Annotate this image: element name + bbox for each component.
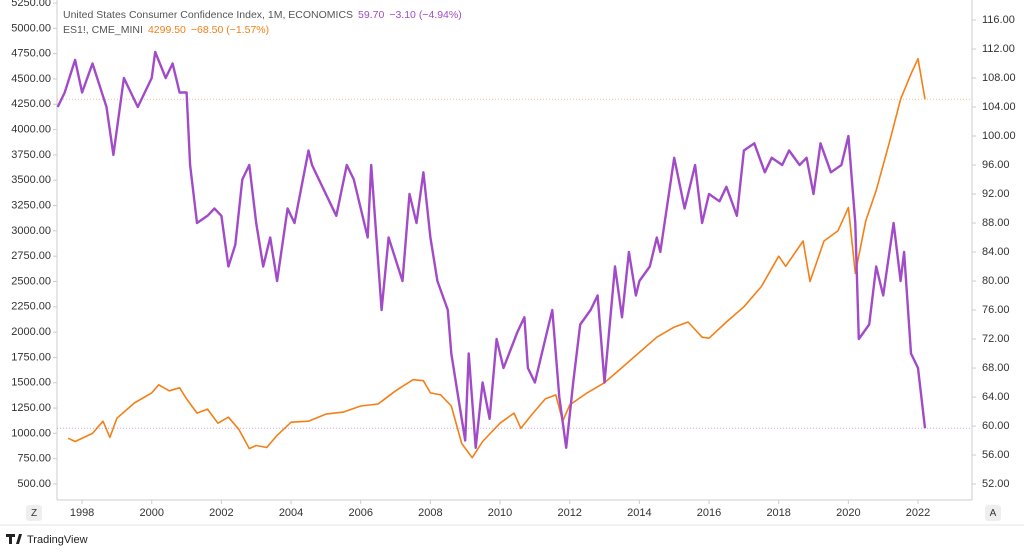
tradingview-logo: TradingView — [6, 534, 88, 546]
y2-tick-label: 80.00 — [982, 275, 1010, 287]
y2-tick-label: 72.00 — [982, 333, 1010, 345]
x-tick-label: 2010 — [488, 507, 512, 519]
legend-name: United States Consumer Confidence Index,… — [63, 9, 353, 21]
y2-tick-label: 60.00 — [982, 420, 1010, 432]
zoom-button[interactable] — [26, 505, 42, 521]
y2-tick-label: 96.00 — [982, 159, 1010, 171]
y-tick-label: 3500.00 — [11, 174, 51, 186]
x-tick-label: 2018 — [766, 507, 790, 519]
y-tick-label: 1750.00 — [11, 351, 51, 363]
y-tick-label: 3250.00 — [11, 199, 51, 211]
y2-tick-label: 76.00 — [982, 304, 1010, 316]
y2-tick-label: 116.00 — [982, 14, 1015, 26]
y-tick-label: 1000.00 — [11, 427, 51, 439]
y-tick-label: 5250.00 — [11, 0, 51, 9]
y-tick-label: 4500.00 — [11, 73, 51, 85]
legend-entry: ES1!, CME_MINI 4299.50 −68.50 (−1.57%) — [63, 24, 269, 36]
y-tick-label: 1250.00 — [11, 402, 51, 414]
y-tick-label: 5000.00 — [11, 22, 51, 34]
y2-tick-label: 84.00 — [982, 246, 1010, 258]
y2-tick-label: 68.00 — [982, 362, 1010, 374]
y-tick-label: 2000.00 — [11, 326, 51, 338]
x-tick-label: 2014 — [627, 507, 651, 519]
y2-tick-label: 56.00 — [982, 449, 1010, 461]
legend: United States Consumer Confidence Index,… — [63, 9, 462, 36]
x-tick-label: 2016 — [697, 507, 721, 519]
y2-tick-label: 52.00 — [982, 478, 1010, 490]
legend-change: −3.10 (−4.94%) — [389, 9, 461, 21]
y-tick-label: 750.00 — [17, 453, 51, 465]
y-tick-label: 2250.00 — [11, 301, 51, 313]
x-tick-label: 2022 — [906, 507, 930, 519]
y-tick-label: 4250.00 — [11, 98, 51, 110]
y-tick-label: 1500.00 — [11, 377, 51, 389]
y-tick-label: 3750.00 — [11, 149, 51, 161]
auto-scale-label[interactable]: A — [990, 508, 997, 519]
y-tick-label: 4000.00 — [11, 124, 51, 136]
legend-change: −68.50 (−1.57%) — [191, 24, 269, 36]
y2-tick-label: 108.00 — [982, 72, 1016, 84]
y-tick-label: 2500.00 — [11, 275, 51, 287]
x-tick-label: 2012 — [557, 507, 581, 519]
x-tick-label: 2000 — [139, 507, 163, 519]
series-line — [67, 57, 926, 459]
x-tick-label: 2004 — [279, 507, 303, 519]
x-tick-label: 2020 — [836, 507, 860, 519]
y-tick-label: 500.00 — [17, 478, 51, 490]
legend-name: ES1!, CME_MINI — [63, 24, 143, 36]
y2-tick-label: 100.00 — [982, 130, 1016, 142]
y2-tick-label: 92.00 — [982, 188, 1010, 200]
zoom-button-label[interactable]: Z — [31, 508, 37, 519]
auto-scale-button[interactable] — [985, 505, 1001, 521]
legend-last-value: 59.70 — [358, 9, 384, 21]
x-tick-label: 2008 — [418, 507, 442, 519]
x-tick-label: 2006 — [348, 507, 372, 519]
series-line — [56, 50, 927, 449]
x-tick-label: 1998 — [70, 507, 94, 519]
legend-entry: United States Consumer Confidence Index,… — [63, 9, 462, 21]
y2-tick-label: 104.00 — [982, 101, 1016, 113]
y-tick-label: 3000.00 — [11, 225, 51, 237]
y2-tick-label: 112.00 — [982, 43, 1015, 55]
y2-tick-label: 88.00 — [982, 217, 1010, 229]
svg-text:TradingView: TradingView — [27, 534, 88, 546]
x-tick-label: 2002 — [209, 507, 233, 519]
y2-tick-label: 64.00 — [982, 391, 1010, 403]
y-tick-label: 4750.00 — [11, 48, 51, 60]
legend-last-value: 4299.50 — [148, 24, 186, 36]
y-tick-label: 2750.00 — [11, 250, 51, 262]
